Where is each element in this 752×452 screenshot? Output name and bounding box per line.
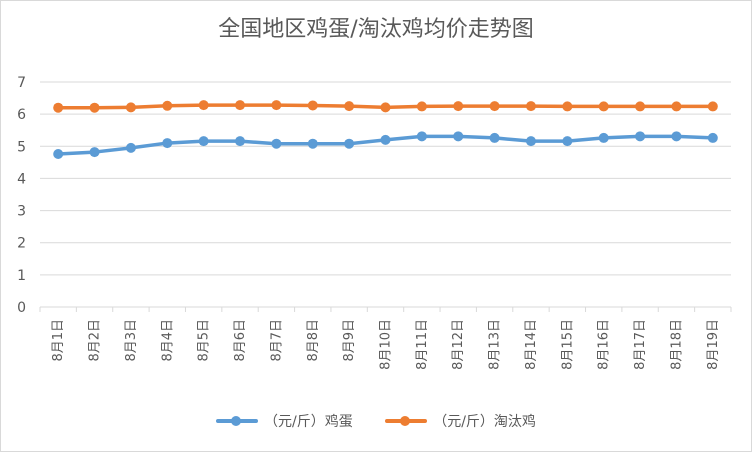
legend-item-spent-hen: （元/斤）淘汰鸡	[385, 411, 536, 431]
series-1-point-10	[416, 101, 427, 112]
x-tick-label-10: 8月11日	[415, 319, 430, 370]
series-0-point-15	[598, 132, 609, 143]
series-1-point-13	[525, 101, 536, 112]
x-tick-label-2: 8月3日	[124, 319, 139, 362]
x-tick-label-15: 8月16日	[597, 319, 612, 370]
legend: （元/斤）鸡蛋 （元/斤）淘汰鸡	[1, 411, 751, 431]
x-tick-label-5: 8月6日	[233, 319, 248, 362]
x-tick-label-17: 8月18日	[669, 319, 684, 370]
series-1-point-0	[53, 102, 64, 113]
series-0-point-4	[198, 136, 209, 147]
y-tick-label-7: 7	[17, 75, 26, 91]
series-0-point-3	[162, 138, 173, 149]
x-tick-label-18: 8月19日	[706, 319, 721, 370]
y-tick-label-6: 6	[17, 107, 26, 123]
series-1-point-8	[344, 101, 355, 112]
series-1-point-18	[707, 101, 718, 112]
series-1-point-14	[562, 101, 573, 112]
series-0-point-18	[707, 132, 718, 143]
series-1-point-2	[125, 102, 136, 113]
legend-label-egg: （元/斤）鸡蛋	[264, 414, 353, 430]
series-1-point-17	[671, 101, 682, 112]
series-1-point-11	[453, 101, 464, 112]
x-tick-label-7: 8月8日	[306, 319, 321, 362]
x-tick-label-0: 8月1日	[51, 319, 66, 362]
legend-label-spent-hen: （元/斤）淘汰鸡	[433, 414, 536, 430]
x-tick-label-13: 8月14日	[524, 319, 539, 370]
series-0-point-0	[53, 149, 64, 159]
series-0-point-1	[89, 147, 100, 158]
y-tick-label-5: 5	[17, 139, 26, 155]
y-tick-label-1: 1	[17, 268, 26, 284]
series-0-point-9	[380, 134, 391, 145]
series-1-point-4	[198, 100, 209, 111]
series-0-point-8	[344, 138, 355, 149]
series-0-point-10	[416, 131, 427, 142]
series-0-point-5	[235, 136, 246, 147]
x-tick-label-14: 8月15日	[560, 319, 575, 370]
y-tick-label-3: 3	[17, 204, 26, 220]
y-tick-label-0: 0	[17, 300, 26, 316]
x-tick-label-1: 8月2日	[88, 319, 103, 362]
x-tick-label-9: 8月10日	[379, 319, 394, 370]
legend-swatch-egg	[216, 416, 259, 426]
chart-title: 全国地区鸡蛋/淘汰鸡均价走势图	[218, 17, 534, 42]
series-0-point-11	[453, 131, 464, 142]
x-tick-label-11: 8月12日	[451, 319, 466, 370]
x-tick-label-16: 8月17日	[633, 319, 648, 370]
series-1-point-1	[89, 102, 100, 113]
series-1-point-3	[162, 100, 173, 111]
x-tick-label-8: 8月9日	[342, 319, 357, 362]
series-1-point-16	[635, 101, 646, 112]
series-1-point-6	[271, 100, 282, 111]
series-0-point-14	[562, 136, 573, 147]
legend-swatch-spent-hen	[385, 416, 428, 426]
y-tick-label-2: 2	[17, 236, 26, 252]
x-tick-label-4: 8月5日	[197, 319, 212, 362]
series-0-point-6	[271, 138, 282, 149]
series-1-point-5	[235, 100, 246, 111]
legend-item-egg: （元/斤）鸡蛋	[216, 411, 353, 431]
x-tick-label-3: 8月4日	[160, 319, 175, 362]
series-0-point-12	[489, 132, 500, 143]
series-0-point-13	[525, 136, 536, 147]
series-0-point-7	[307, 138, 318, 149]
x-tick-label-12: 8月13日	[488, 319, 503, 370]
series-0-point-17	[671, 131, 682, 142]
series-1-point-15	[598, 101, 609, 112]
series-1-point-9	[380, 102, 391, 113]
series-1-point-12	[489, 101, 500, 112]
y-tick-label-4: 4	[17, 171, 26, 187]
series-0-point-16	[635, 131, 646, 142]
x-tick-label-6: 8月7日	[269, 319, 284, 362]
series-0-point-2	[125, 142, 136, 153]
series-1-point-7	[307, 100, 318, 111]
